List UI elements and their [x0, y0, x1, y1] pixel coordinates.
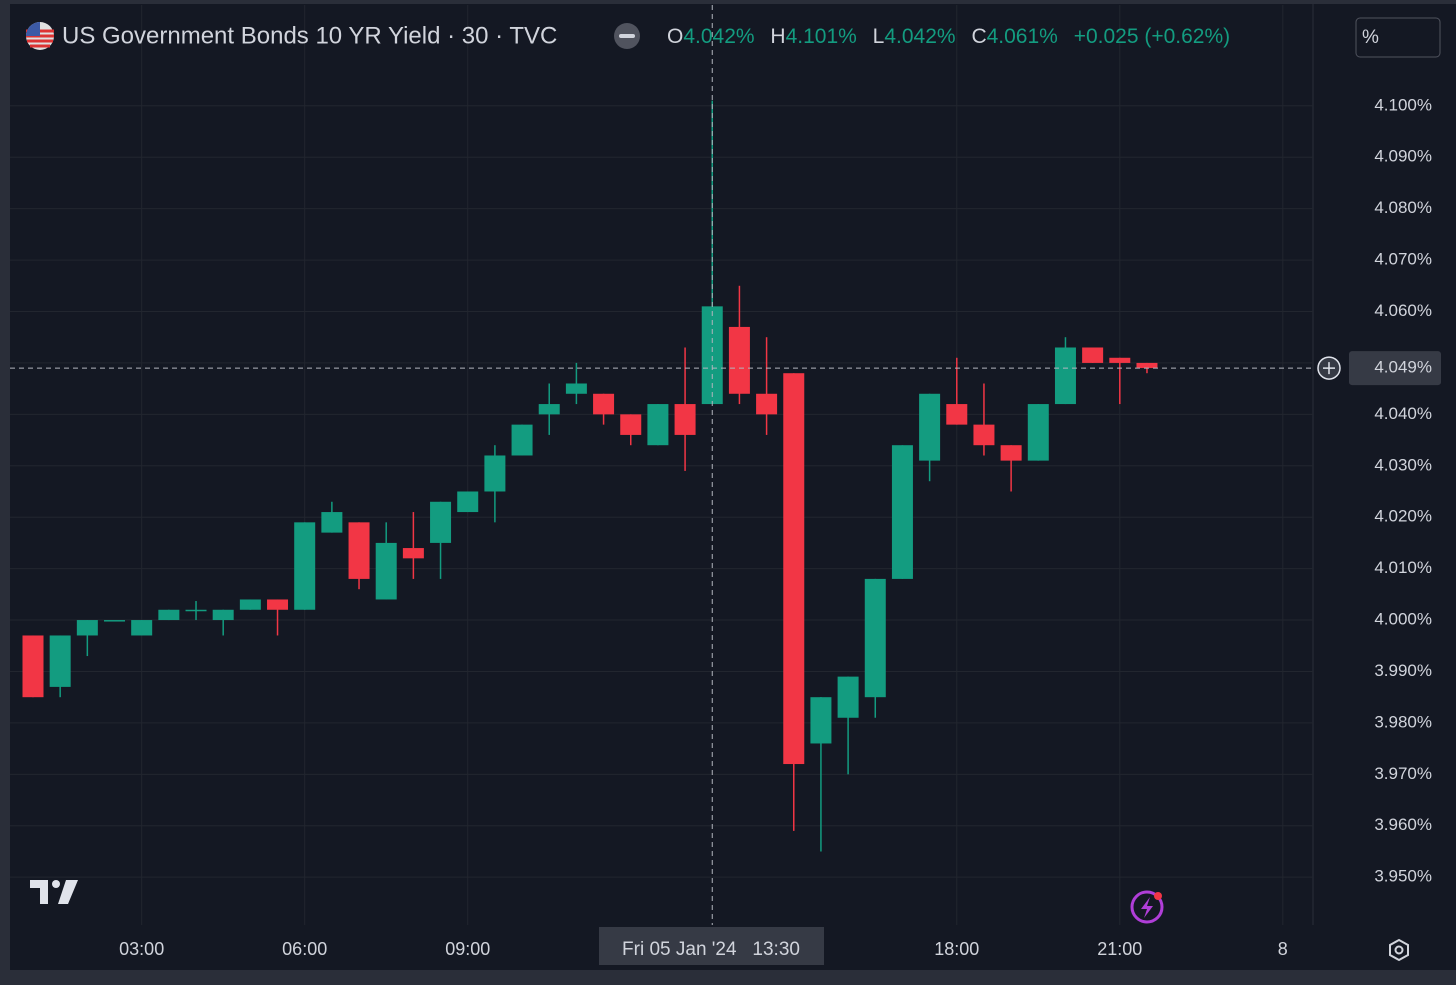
ohlc-change: +0.025 (+0.62%) — [1074, 25, 1230, 48]
candle-body — [158, 609, 180, 621]
add-alert-icon — [1323, 362, 1335, 375]
candle-body — [511, 424, 533, 456]
candle-body — [538, 404, 560, 415]
x-tick-label: 06:00 — [282, 939, 327, 959]
candle-body — [294, 522, 316, 610]
unit-box[interactable] — [1355, 17, 1441, 58]
candle-body — [457, 491, 479, 513]
unit-label: % — [1362, 27, 1379, 48]
ohlc-letter: C — [971, 25, 986, 48]
y-tick-label: 4.040% — [1374, 404, 1432, 423]
grid: 3.950% 3.960% 3.970% 3.980% 3.990% 4.000% 4.01… — [10, 5, 1432, 959]
y-tick-label: 4.020% — [1374, 507, 1432, 526]
ohlc-value: 4.042% — [683, 25, 754, 48]
candle-body — [348, 522, 370, 579]
candle-body — [919, 393, 941, 461]
y-tick-label: 3.970% — [1374, 764, 1432, 783]
plot-background — [10, 4, 1456, 970]
candle-body — [76, 620, 98, 636]
x-tick-label: 8 — [1278, 939, 1288, 959]
candle-body — [484, 455, 506, 492]
y-tick-label: 4.080% — [1374, 198, 1432, 217]
settings-icon[interactable] — [1389, 938, 1409, 962]
ohlc-value: 4.061% — [987, 25, 1058, 48]
y-tick-label: 4.010% — [1374, 558, 1432, 577]
candle-body — [239, 599, 261, 610]
candle-body — [321, 512, 343, 533]
lightning-icon[interactable] — [1130, 890, 1164, 924]
ohlc-letter: L — [873, 25, 885, 48]
candle-body — [22, 635, 44, 698]
candle-body — [565, 383, 587, 394]
overlay: Fri 05 Jan '24 13:30 4.049% — [10, 5, 1441, 965]
symbol-flag — [26, 22, 54, 50]
candle-body — [837, 676, 859, 718]
x-tick-label: 21:00 — [1097, 939, 1142, 959]
y-tick-label: 4.030% — [1374, 455, 1432, 474]
y-tick-label: 4.100% — [1374, 95, 1432, 114]
candle-body — [49, 635, 71, 687]
collapse-icon — [619, 34, 635, 38]
candle-body — [647, 404, 669, 446]
candle-body — [402, 548, 424, 559]
ohlc-letter: H — [770, 25, 785, 48]
candle-body — [946, 404, 968, 425]
tv-logo — [30, 880, 78, 904]
candle-body — [593, 393, 615, 415]
candle-body — [728, 326, 750, 394]
ohlc-value: 4.042% — [884, 25, 955, 48]
y-tick-label: 4.000% — [1374, 610, 1432, 629]
candle-body — [973, 424, 995, 446]
candle-body — [1054, 347, 1076, 405]
ohlc-letter: O — [667, 25, 683, 48]
ohlc-value: 4.101% — [786, 25, 857, 48]
crosshair-price: 4.049% — [1374, 358, 1432, 377]
candle-body — [185, 609, 207, 612]
candle-body — [1136, 362, 1158, 369]
candle-body — [1109, 357, 1131, 363]
candles — [22, 100, 1158, 852]
crosshair-time: Fri 05 Jan '24 13:30 — [622, 939, 800, 960]
x-tick-label: 03:00 — [119, 939, 164, 959]
crosshair-price-box — [1349, 351, 1441, 386]
candle-body — [375, 542, 397, 600]
x-tick-label: 09:00 — [445, 939, 490, 959]
y-tick-label: 4.090% — [1374, 147, 1432, 166]
y-tick-label: 4.060% — [1374, 301, 1432, 320]
ohlc-legend: O4.042% H4.101% L4.042% C4.061% +0.025 (… — [667, 25, 1230, 48]
candle-body — [104, 620, 126, 622]
y-tick-label: 3.960% — [1374, 815, 1432, 834]
candle-body — [701, 306, 723, 405]
candle-body — [430, 501, 452, 543]
candle-body — [891, 445, 913, 579]
y-tick-label: 4.070% — [1374, 250, 1432, 269]
candle-body — [674, 404, 696, 435]
candle-body — [1000, 445, 1022, 461]
candle-body — [1027, 404, 1049, 461]
candle-body — [212, 609, 234, 621]
y-tick-label: 3.990% — [1374, 661, 1432, 680]
candle-body — [756, 393, 778, 415]
y-tick-label: 3.950% — [1374, 867, 1432, 886]
candle-body — [131, 620, 153, 636]
x-tick-label: 18:00 — [934, 939, 979, 959]
candle-body — [620, 414, 642, 435]
chart-title: US Government Bonds 10 YR Yield · 30 · T… — [62, 22, 557, 49]
y-tick-label: 3.980% — [1374, 712, 1432, 731]
candle-body — [783, 373, 805, 765]
candle-body — [864, 578, 886, 698]
crosshair-time-box — [599, 927, 824, 965]
candle-body — [267, 599, 289, 610]
candle-body — [810, 697, 832, 744]
candle-body — [1082, 347, 1104, 363]
